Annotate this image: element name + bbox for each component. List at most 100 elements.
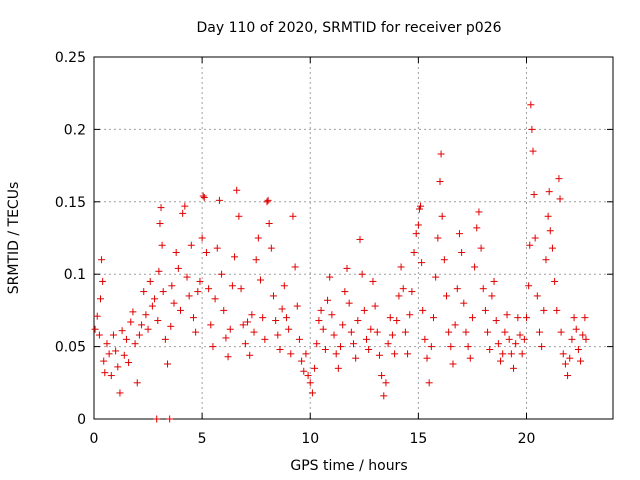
data-point [103,340,111,348]
data-point [410,248,418,256]
data-point [540,306,548,314]
data-point [568,335,576,343]
data-point [367,325,375,333]
data-point [213,244,221,252]
data-point [161,335,169,343]
data-point [215,196,223,204]
data-point [156,220,164,228]
data-point [451,321,459,329]
data-point [321,345,329,353]
data-point [356,235,364,243]
data-points [91,101,590,423]
data-point [412,230,420,238]
data-point [167,322,175,330]
data-point [371,302,379,310]
data-point [209,343,217,351]
data-point [291,263,299,271]
data-point [544,212,552,220]
grid-lines [94,57,613,419]
data-point [533,292,541,300]
data-point [555,175,563,183]
data-point [295,335,303,343]
x-tick-label: 15 [409,431,427,447]
data-point [449,360,457,368]
data-point [107,372,115,380]
data-point [185,292,193,300]
data-point [492,317,500,325]
data-point [503,311,511,319]
data-point [486,345,494,353]
data-point [458,248,466,256]
data-point [380,392,388,400]
data-point [401,328,409,336]
data-point [112,347,120,355]
y-tick-label: 0.1 [64,267,86,283]
data-point [261,335,269,343]
data-point [397,263,405,271]
data-point [545,188,553,196]
data-point [264,196,272,204]
data-point [259,314,267,322]
data-point [559,350,567,358]
data-point [95,331,103,339]
data-point [362,335,370,343]
data-point [276,345,284,353]
data-point [125,359,133,367]
data-point [267,244,275,252]
data-point [512,340,520,348]
data-point [265,220,273,228]
x-tick-label: 20 [518,431,536,447]
data-point [505,335,513,343]
data-point [358,270,366,278]
data-point [516,331,524,339]
data-point [434,234,442,242]
data-point [360,306,368,314]
data-point [263,198,271,206]
data-point [133,379,141,387]
axis-ticks: 0 0.05 0.1 0.15 0.2 0.25 0 5 10 15 20 [55,50,613,447]
data-point [440,256,448,264]
data-point [507,350,515,358]
y-tick-label: 0 [77,412,86,428]
data-point [520,335,528,343]
data-point [453,285,461,293]
data-point [135,331,143,339]
data-point [140,288,148,296]
data-point [274,331,282,339]
data-point [317,306,325,314]
data-point [153,415,161,423]
data-point [345,299,353,307]
data-point [339,321,347,329]
data-point [233,186,241,194]
data-point [423,354,431,362]
chart-title: Day 110 of 2020, SRMTID for receiver p02… [196,20,501,36]
data-point [365,345,373,353]
data-point [131,340,139,348]
data-point [460,299,468,307]
data-point [479,285,487,293]
data-point [488,292,496,300]
data-point [105,350,113,358]
data-point [122,335,130,343]
data-point [430,314,438,322]
data-point [189,314,197,322]
plot-frame [93,56,614,420]
data-point [151,295,159,303]
data-point [114,363,122,371]
data-point [425,379,433,387]
data-point [172,248,180,256]
data-point [415,205,423,213]
data-point [414,221,422,229]
data-point [526,241,534,249]
data-point [146,277,154,285]
data-point [354,317,362,325]
data-point [421,335,429,343]
data-point [382,379,390,387]
data-point [129,308,137,316]
data-point [100,357,108,365]
data-point [557,328,565,336]
data-point [566,354,574,362]
data-point [384,340,392,348]
data-point [574,345,582,353]
data-point [313,340,321,348]
